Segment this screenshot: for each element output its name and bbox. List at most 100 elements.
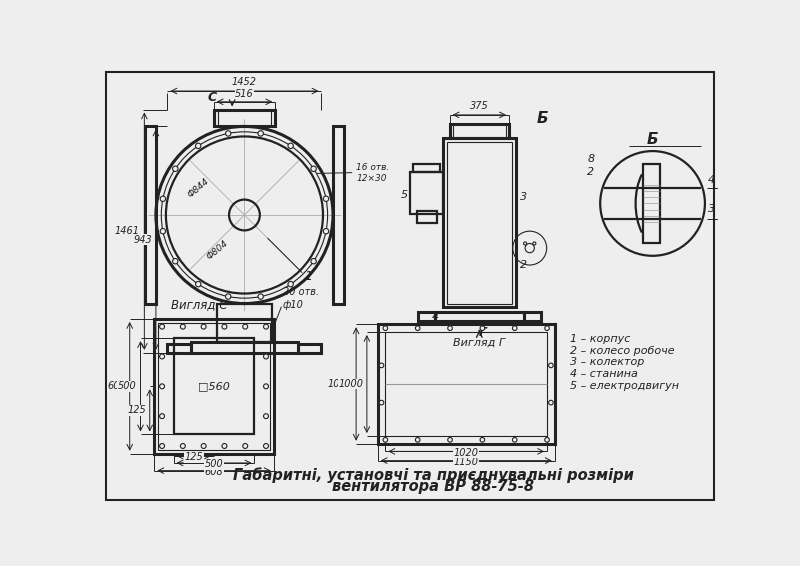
Text: 943: 943 (134, 235, 152, 245)
Text: 608: 608 (107, 381, 126, 391)
Bar (217, 303, 272, 342)
Text: 20 отв.
ф10: 20 отв. ф10 (283, 288, 319, 310)
Circle shape (513, 326, 517, 331)
Bar (450, 124, 509, 138)
Circle shape (480, 438, 485, 442)
Text: 375: 375 (470, 101, 489, 111)
Bar (453, 124, 506, 138)
Circle shape (242, 324, 248, 329)
Circle shape (226, 131, 231, 136)
Circle shape (201, 444, 206, 448)
Text: Вигляд С: Вигляд С (171, 299, 228, 311)
Circle shape (480, 326, 485, 331)
Circle shape (180, 324, 186, 329)
Bar (378, 324, 554, 444)
Circle shape (311, 259, 316, 264)
Text: вентилятора ВР 88-75-8: вентилятора ВР 88-75-8 (332, 479, 534, 494)
Text: 5: 5 (401, 190, 408, 200)
Text: 1020: 1020 (454, 448, 478, 457)
Text: 500: 500 (118, 381, 137, 391)
Circle shape (523, 242, 526, 245)
Bar (174, 338, 254, 435)
Circle shape (242, 444, 248, 448)
Text: Б: Б (646, 132, 658, 147)
Circle shape (195, 143, 201, 148)
Circle shape (180, 444, 186, 448)
Bar (154, 319, 274, 454)
Circle shape (258, 294, 263, 299)
Text: 1452: 1452 (232, 77, 257, 87)
Text: 3: 3 (707, 204, 714, 214)
Bar (158, 323, 270, 450)
Circle shape (222, 324, 227, 329)
Circle shape (513, 438, 517, 442)
Bar (414, 164, 440, 172)
Text: 608: 608 (205, 467, 223, 477)
Circle shape (173, 166, 178, 171)
Text: 2: 2 (520, 260, 527, 270)
Circle shape (201, 324, 206, 329)
Text: □560: □560 (198, 381, 230, 391)
Text: 5 – електродвигун: 5 – електродвигун (570, 380, 679, 391)
Text: 1 – корпус: 1 – корпус (570, 335, 630, 344)
Circle shape (448, 326, 452, 331)
Circle shape (159, 414, 165, 419)
Circle shape (323, 229, 329, 234)
Bar (333, 126, 344, 303)
Text: 125: 125 (128, 405, 146, 415)
Text: 1150: 1150 (454, 457, 478, 467)
Bar (418, 312, 435, 321)
Bar (167, 344, 190, 353)
Bar (643, 164, 660, 243)
Text: 4: 4 (431, 312, 438, 323)
Circle shape (549, 400, 554, 405)
Text: 500: 500 (205, 459, 223, 469)
Bar (190, 342, 298, 353)
Bar (523, 312, 541, 321)
Circle shape (159, 354, 165, 359)
Text: Ф844: Ф844 (186, 177, 210, 200)
Text: 1056: 1056 (327, 379, 352, 389)
Circle shape (323, 196, 329, 201)
Circle shape (549, 363, 554, 368)
Circle shape (195, 281, 201, 287)
Circle shape (545, 438, 550, 442)
Bar (145, 126, 156, 303)
Text: 4: 4 (707, 175, 714, 185)
Circle shape (263, 414, 269, 419)
Circle shape (383, 326, 388, 331)
Circle shape (533, 242, 536, 245)
Text: Ф804: Ф804 (205, 238, 230, 261)
Circle shape (379, 400, 384, 405)
Text: 3 – колектор: 3 – колектор (570, 358, 645, 367)
Bar (442, 138, 516, 307)
Text: Г: Г (479, 325, 487, 338)
Circle shape (258, 131, 263, 136)
Circle shape (415, 438, 420, 442)
Circle shape (159, 384, 165, 389)
Text: 8: 8 (587, 154, 594, 164)
Circle shape (311, 166, 316, 171)
Text: Вигляд Г: Вигляд Г (454, 338, 506, 348)
Text: 1000: 1000 (338, 379, 363, 389)
Circle shape (288, 143, 294, 148)
Circle shape (545, 326, 550, 331)
Bar (386, 332, 547, 436)
Text: 1461: 1461 (114, 226, 140, 236)
Circle shape (263, 324, 269, 329)
Bar (435, 312, 523, 321)
Text: 4 – станина: 4 – станина (570, 369, 638, 379)
Text: 2 – колесо робоче: 2 – колесо робоче (570, 346, 674, 356)
Bar (410, 172, 442, 214)
Circle shape (159, 324, 165, 329)
Circle shape (379, 363, 384, 368)
Circle shape (263, 354, 269, 359)
Text: С: С (207, 92, 217, 105)
Circle shape (288, 281, 294, 287)
Text: 16 отв.
12×30: 16 отв. 12×30 (356, 162, 390, 183)
Bar (214, 109, 275, 126)
Circle shape (160, 229, 166, 234)
Circle shape (226, 294, 231, 299)
Circle shape (160, 196, 166, 201)
Circle shape (263, 444, 269, 448)
